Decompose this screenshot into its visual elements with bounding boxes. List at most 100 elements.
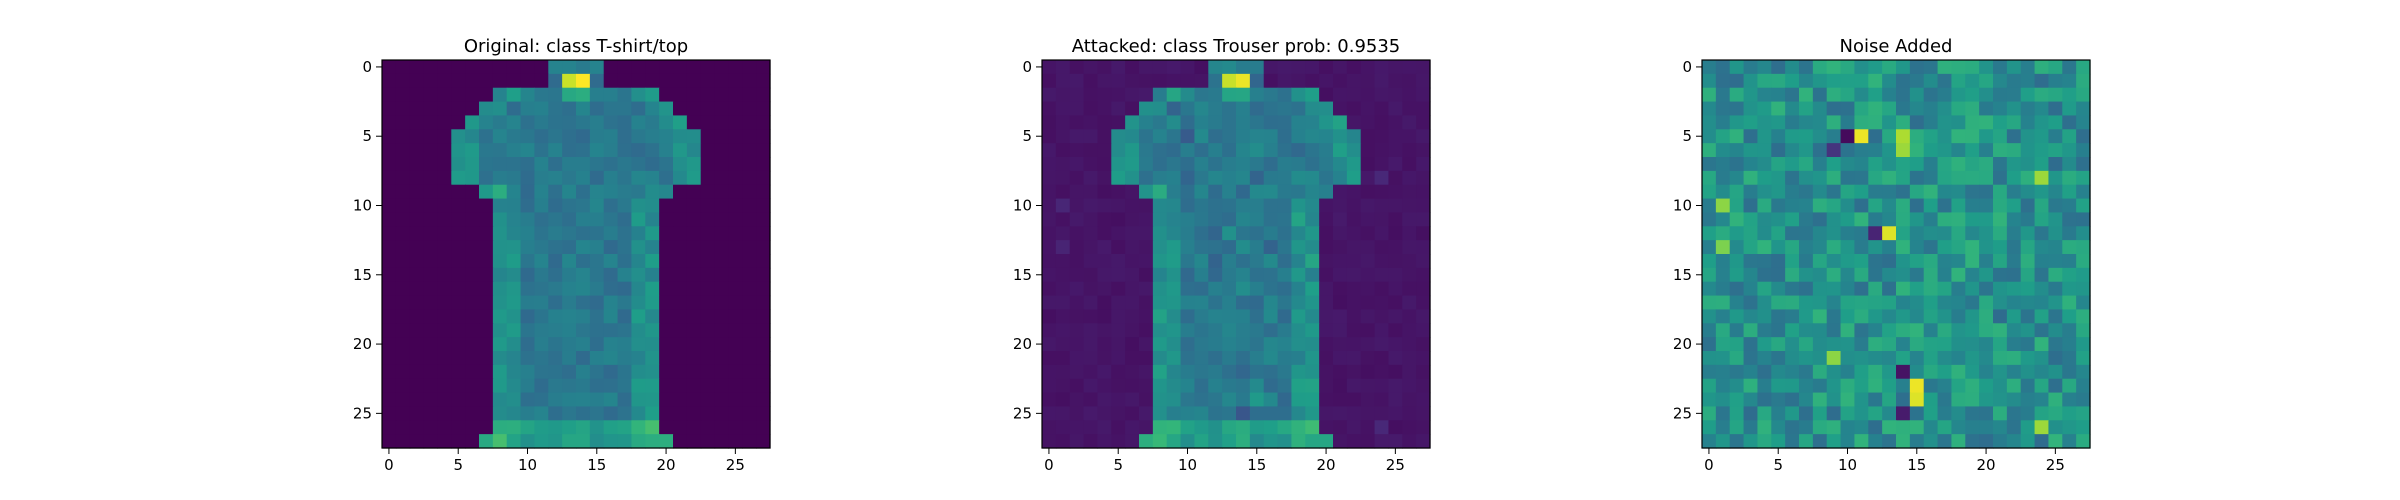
heatmap-cell [1125, 309, 1140, 324]
heatmap-cell [562, 267, 577, 283]
heatmap-cell [1097, 143, 1112, 158]
heatmap-cell [1374, 295, 1390, 311]
heatmap-cell [451, 143, 466, 158]
heatmap-cell [1416, 420, 1431, 435]
heatmap-cell [728, 129, 743, 144]
heatmap-cell [714, 378, 730, 394]
heatmap-cell [728, 73, 743, 89]
heatmap-cell [1854, 170, 1869, 186]
heatmap-cell [1194, 254, 1209, 269]
heatmap-cell [1854, 406, 1869, 421]
heatmap-cell [437, 115, 452, 130]
heatmap-cell [1333, 351, 1348, 366]
heatmap-cell [1083, 73, 1099, 89]
heatmap-cell [1042, 101, 1057, 117]
heatmap-cell [1715, 281, 1731, 297]
heatmap-cell [1374, 351, 1390, 366]
heatmap-cell [1152, 101, 1168, 117]
heatmap-cell [1360, 73, 1376, 89]
heatmap-cell [1180, 170, 1196, 186]
heatmap-cell [631, 240, 646, 255]
heatmap-cell [1840, 212, 1856, 227]
heatmap-cell [1042, 60, 1057, 75]
heatmap-cell [1360, 295, 1376, 311]
heatmap-cell [603, 212, 619, 227]
heatmap-cell [1799, 212, 1814, 227]
heatmap-cell [1333, 184, 1348, 200]
heatmap-cell [2062, 392, 2077, 408]
heatmap-cell [1291, 184, 1306, 200]
heatmap-cell [2006, 115, 2022, 130]
heatmap-cell [1909, 434, 1925, 449]
heatmap-cell [465, 143, 480, 158]
heatmap-cell [700, 337, 716, 352]
heatmap-cell [686, 212, 702, 227]
heatmap-cell [1909, 240, 1925, 255]
heatmap-cell [1236, 143, 1251, 158]
heatmap-cell [1111, 101, 1126, 117]
heatmap-cell [1715, 323, 1731, 338]
heatmap-cell [1965, 406, 1980, 421]
heatmap-cell [395, 254, 411, 269]
heatmap-cell [1194, 406, 1209, 421]
heatmap-cell [1208, 198, 1223, 214]
heatmap-cell [479, 115, 494, 130]
heatmap-cell [1263, 309, 1279, 324]
heatmap-cell [603, 364, 619, 380]
heatmap-cell [1771, 240, 1786, 255]
heatmap-cell [1111, 212, 1126, 227]
heatmap-cell [1965, 337, 1980, 352]
heatmap-cell [589, 254, 605, 269]
heatmap-cell [1263, 281, 1279, 297]
heatmap-cell [1152, 240, 1168, 255]
heatmap-cell [548, 254, 563, 269]
heatmap-cell [1854, 254, 1869, 269]
heatmap-cell [423, 198, 439, 214]
heatmap-cell [1729, 87, 1745, 103]
heatmap-cell [1263, 60, 1279, 75]
heatmap-cell [1965, 240, 1980, 255]
x-tick-label: 10 [1838, 456, 1857, 474]
heatmap-cell [2020, 309, 2036, 324]
heatmap-cell [451, 87, 466, 103]
heatmap-cell [1965, 420, 1980, 435]
heatmap-cell [437, 101, 452, 117]
heatmap-cell [1812, 364, 1828, 380]
heatmap-cell [589, 351, 605, 366]
heatmap-cell [1416, 406, 1431, 421]
heatmap-cell [1360, 198, 1376, 214]
heatmap-cell [756, 73, 771, 89]
heatmap-cell [2048, 101, 2063, 117]
heatmap-cell [1139, 184, 1154, 200]
heatmap-cell [1236, 434, 1251, 449]
heatmap-cell [1139, 143, 1154, 158]
heatmap-cell [1319, 434, 1334, 449]
heatmap-cell [659, 101, 674, 117]
heatmap-cell [1166, 267, 1182, 283]
heatmap-cell [1715, 129, 1731, 144]
heatmap-cell [714, 323, 730, 338]
heatmap-cell [659, 351, 674, 366]
x-tick-label: 5 [1113, 456, 1123, 474]
heatmap-cell [1896, 378, 1911, 394]
heatmap-cell [1236, 170, 1251, 186]
heatmap-cell [506, 309, 522, 324]
heatmap-cell [1757, 295, 1772, 311]
heatmap-cell [1083, 351, 1099, 366]
heatmap-cell [1909, 378, 1925, 394]
heatmap-cell [1222, 337, 1237, 352]
heatmap-cell [1277, 226, 1293, 241]
heatmap-cell [2034, 226, 2050, 241]
heatmap-cell [1702, 337, 1717, 352]
heatmap-cell [1346, 254, 1362, 269]
heatmap-cell [1702, 226, 1717, 241]
heatmap-cell [1333, 406, 1348, 421]
heatmap-cell [1249, 337, 1265, 352]
heatmap-cell [1083, 226, 1099, 241]
heatmap-cell [645, 87, 660, 103]
heatmap-cell [603, 129, 619, 144]
heatmap-cell [479, 60, 494, 75]
heatmap-cell [520, 184, 536, 200]
heatmap-cell [492, 240, 508, 255]
heatmap-cell [673, 73, 688, 89]
